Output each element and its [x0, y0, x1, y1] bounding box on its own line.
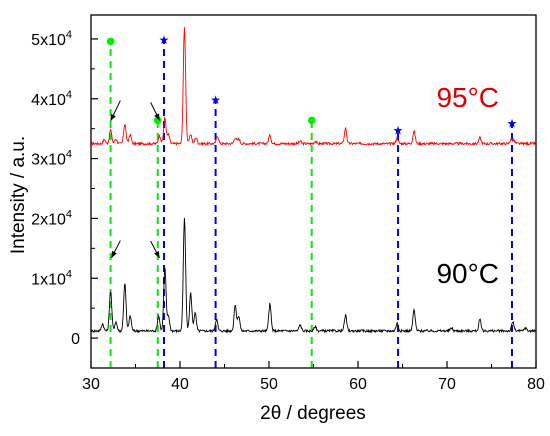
arrow-head-icon [111, 250, 117, 258]
dot-marker-icon: ● [106, 36, 115, 47]
series-line-90c [90, 217, 536, 334]
x-tick-label: 50 [260, 376, 278, 393]
y-tick-label: 5x104 [31, 29, 72, 49]
y-tick-label: 3x104 [31, 149, 72, 169]
x-axis: 30 40 50 60 70 80 [82, 361, 545, 393]
arrow-head-icon [110, 113, 116, 121]
dot-marker-icon: ● [153, 115, 162, 126]
x-tick-label: 60 [349, 376, 367, 393]
y-axis-title: Intensity / a.u. [8, 136, 29, 254]
y-tick-label: 4x104 [31, 89, 72, 109]
series-label-90c: 90°C [436, 258, 499, 289]
y-axis: 0 1x104 2x104 3x104 4x104 5x104 [31, 29, 98, 348]
series-layer [90, 27, 536, 334]
x-tick-label: 40 [171, 376, 189, 393]
star-marker-icon: ★ [159, 33, 170, 47]
reference-lines-layer: ● ● ● ★ ★ ★ ★ [106, 33, 517, 368]
x-tick-label: 70 [438, 376, 456, 393]
arrow-head-icon [154, 113, 160, 121]
star-marker-icon: ★ [393, 123, 404, 137]
x-tick-label: 30 [82, 376, 100, 393]
x-tick-label: 80 [527, 376, 545, 393]
star-marker-icon: ★ [507, 117, 518, 131]
dot-marker-icon: ● [307, 115, 316, 126]
star-marker-icon: ★ [210, 93, 221, 107]
arrow-head-icon [154, 250, 160, 258]
y-tick-label: 1x104 [31, 268, 72, 288]
arrows-layer [110, 100, 160, 259]
y-tick-label: 2x104 [31, 208, 72, 228]
y-tick-label: 0 [71, 331, 80, 348]
series-label-95c: 95°C [436, 82, 499, 113]
x-axis-title: 2θ / degrees [260, 403, 366, 424]
series-line-95c [91, 27, 536, 147]
